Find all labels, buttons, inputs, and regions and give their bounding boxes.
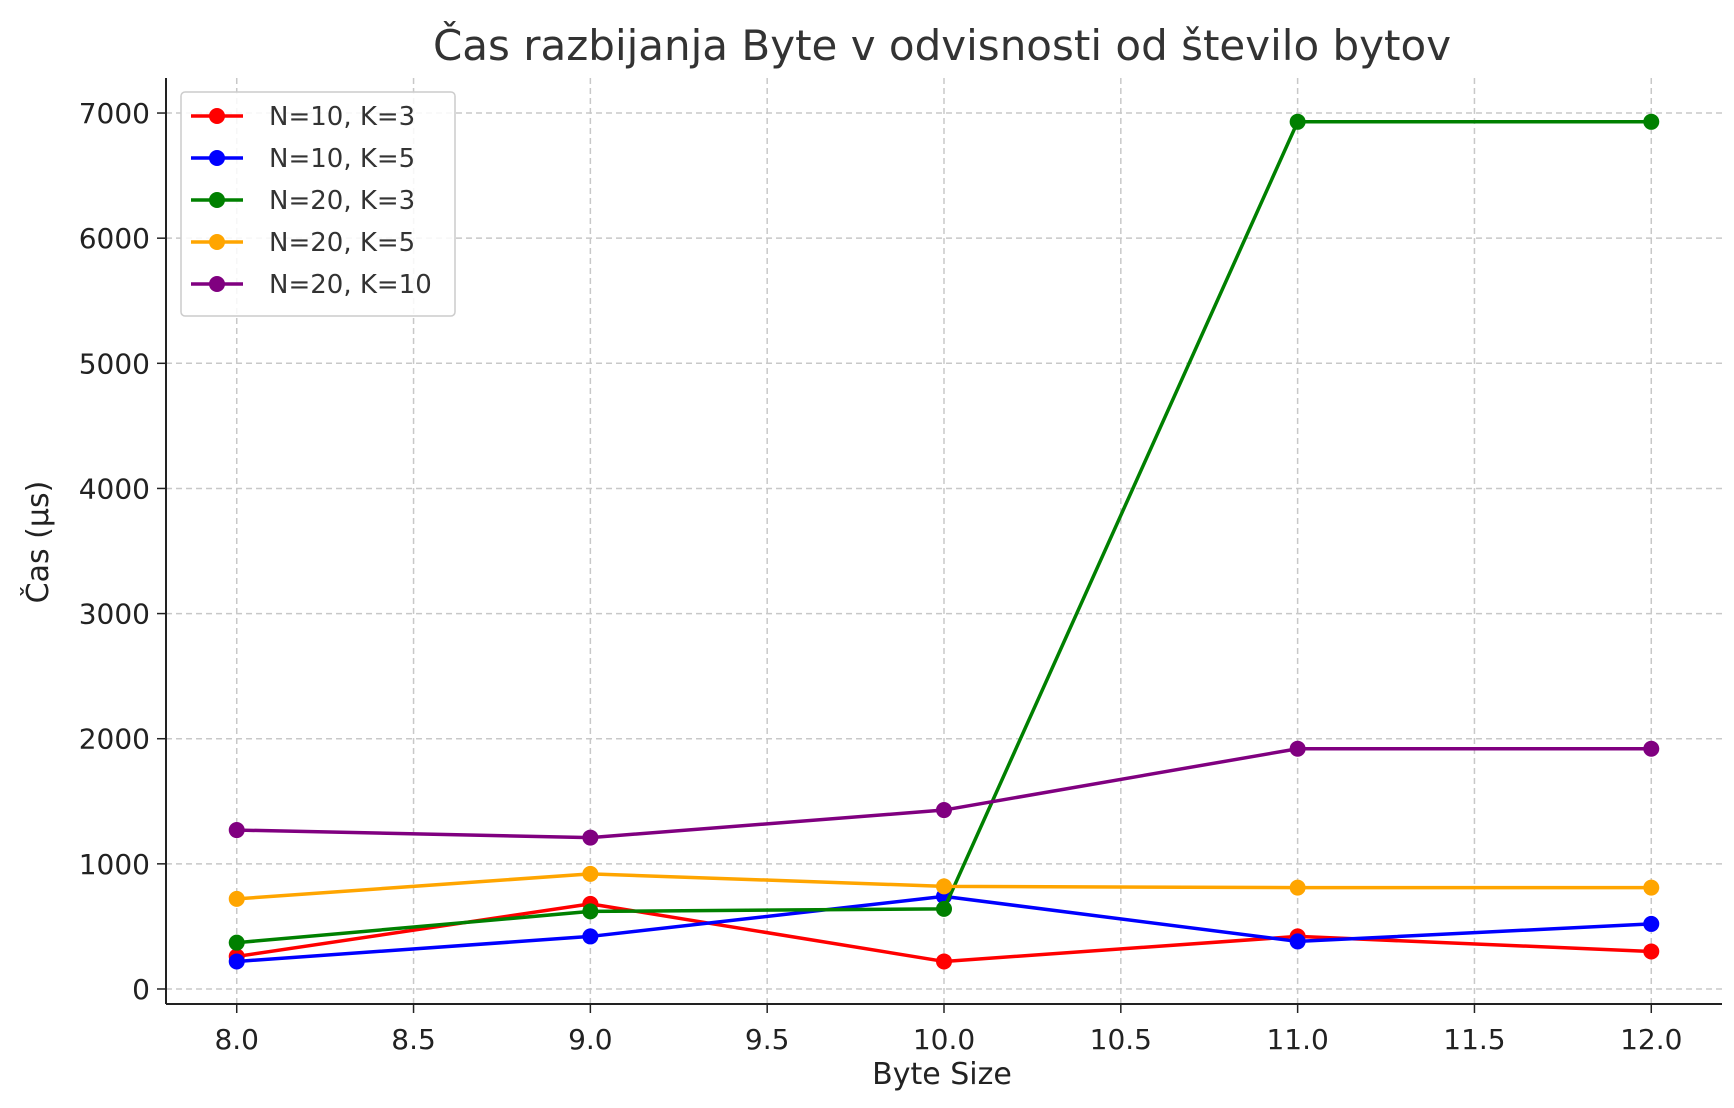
data-point <box>1289 933 1306 950</box>
y-tick-label: 5000 <box>79 347 150 380</box>
y-tick-label: 1000 <box>79 848 150 881</box>
data-point <box>228 934 245 951</box>
legend-item: N=20, K=10 <box>191 270 432 300</box>
legend-item: N=10, K=5 <box>191 144 415 174</box>
y-tick-label: 0 <box>132 973 150 1006</box>
data-point <box>228 890 245 907</box>
y-axis-label: Čas (µs) <box>19 481 56 604</box>
legend-label: N=20, K=5 <box>269 228 415 258</box>
legend: N=10, K=3 N=10, K=5 N=20, K=3 N=20, K=5 N=20… <box>180 91 456 317</box>
legend-label: N=10, K=5 <box>269 144 415 174</box>
data-point <box>582 903 599 920</box>
x-tick-label: 8.5 <box>391 1023 436 1056</box>
data-point <box>936 953 952 970</box>
x-tick-label: 9.0 <box>568 1023 613 1056</box>
x-tick-label: 9.5 <box>745 1023 790 1056</box>
x-tick-label: 11.0 <box>1266 1023 1328 1056</box>
legend-swatch-marker <box>209 192 225 208</box>
legend-item: N=20, K=3 <box>191 186 415 216</box>
data-point <box>1643 113 1660 130</box>
legend-swatch-marker <box>209 276 225 292</box>
data-point <box>1643 915 1660 932</box>
data-point <box>936 802 952 819</box>
y-tick-label: 4000 <box>79 472 150 505</box>
y-tick-label: 6000 <box>79 222 150 255</box>
data-point <box>582 829 599 846</box>
x-tick-label: 11.5 <box>1443 1023 1505 1056</box>
data-point <box>1643 740 1660 757</box>
legend-item: N=10, K=3 <box>191 102 415 132</box>
axes <box>157 78 1722 1013</box>
legend-swatch-marker <box>209 150 225 166</box>
legend-label: N=20, K=3 <box>269 186 415 216</box>
legend-item: N=20, K=5 <box>191 228 415 258</box>
legend-box <box>180 91 456 317</box>
legend-label: N=20, K=10 <box>269 270 432 300</box>
data-point <box>1289 740 1306 757</box>
y-tick-label: 2000 <box>79 723 150 756</box>
x-tick-label: 10.5 <box>1090 1023 1152 1056</box>
chart-title: Čas razbijanja Byte v odvisnosti od štev… <box>433 20 1451 70</box>
data-point <box>228 953 245 970</box>
data-point <box>936 900 952 917</box>
x-axis-label: Byte Size <box>872 1057 1012 1092</box>
data-point <box>1289 879 1306 896</box>
legend-label: N=10, K=3 <box>269 102 415 132</box>
legend-swatch-marker <box>209 108 225 124</box>
x-tick-label: 12.0 <box>1620 1023 1682 1056</box>
x-tick-label: 10.0 <box>913 1023 975 1056</box>
series-lines <box>228 113 1660 970</box>
data-point <box>582 865 599 882</box>
x-tick-label: 8.0 <box>214 1023 259 1056</box>
tick-labels: 8.0 8.5 9.0 9.5 10.0 10.5 11.0 11.5 12.0 0 1000 200… <box>79 97 1683 1056</box>
series-3 <box>228 113 1660 951</box>
data-point <box>1643 879 1660 896</box>
y-tick-label: 3000 <box>79 598 150 631</box>
series-4 <box>228 865 1660 907</box>
legend-swatch-marker <box>209 234 225 250</box>
series-5 <box>228 740 1660 846</box>
data-point <box>1643 943 1660 960</box>
data-point <box>1289 113 1306 130</box>
data-point <box>582 928 599 945</box>
data-point <box>936 878 952 895</box>
data-point <box>228 822 245 839</box>
series-2 <box>228 888 1660 970</box>
y-tick-label: 7000 <box>79 97 150 130</box>
